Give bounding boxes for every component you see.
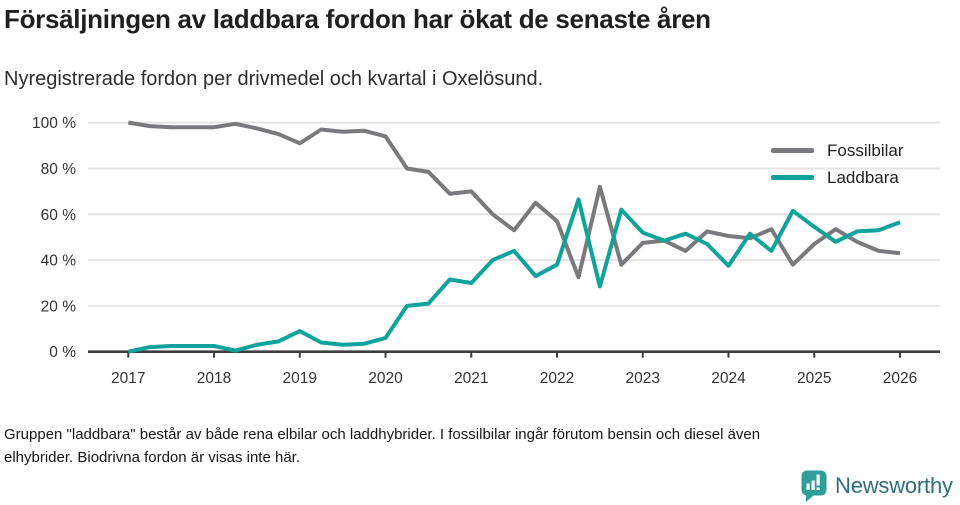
- svg-text:2017: 2017: [111, 370, 145, 387]
- svg-text:40 %: 40 %: [41, 253, 77, 270]
- svg-text:2020: 2020: [368, 370, 403, 387]
- svg-text:2026: 2026: [883, 370, 917, 387]
- svg-text:2019: 2019: [283, 370, 317, 387]
- newsworthy-logo[interactable]: Newsworthy: [801, 470, 953, 502]
- svg-text:2025: 2025: [797, 370, 831, 387]
- legend-item-fossilbilar: Fossilbilar: [771, 137, 904, 164]
- svg-text:20 %: 20 %: [41, 298, 77, 315]
- laddbara-line-swatch: [771, 175, 814, 180]
- svg-text:2018: 2018: [197, 370, 231, 387]
- legend-label: Fossilbilar: [827, 140, 904, 160]
- fossilbilar-line-swatch: [771, 148, 814, 153]
- logo-text: Newsworthy: [835, 473, 953, 498]
- chart-subtitle: Nyregistrerade fordon per drivmedel och …: [4, 68, 544, 90]
- chart-footnote: Gruppen "laddbara" består av både rena e…: [4, 424, 954, 469]
- svg-text:60 %: 60 %: [41, 207, 77, 224]
- svg-text:2024: 2024: [711, 370, 746, 387]
- chart-legend: Fossilbilar Laddbara: [771, 137, 904, 191]
- newsworthy-speech-bubble-chart-icon: [801, 470, 827, 502]
- legend-label: Laddbara: [827, 167, 899, 187]
- legend-item-laddbara: Laddbara: [771, 164, 904, 191]
- svg-text:100 %: 100 %: [32, 115, 76, 132]
- svg-text:80 %: 80 %: [41, 161, 77, 178]
- svg-text:2022: 2022: [540, 370, 574, 387]
- svg-text:2023: 2023: [626, 370, 660, 387]
- footnote-line: Gruppen "laddbara" består av både rena e…: [4, 426, 761, 443]
- svg-text:2021: 2021: [454, 370, 488, 387]
- chart-title: Försäljningen av laddbara fordon har öka…: [4, 4, 711, 34]
- svg-text:0 %: 0 %: [49, 344, 76, 361]
- footnote-line: elhybrider. Biodrivna fordon är visas in…: [4, 448, 300, 466]
